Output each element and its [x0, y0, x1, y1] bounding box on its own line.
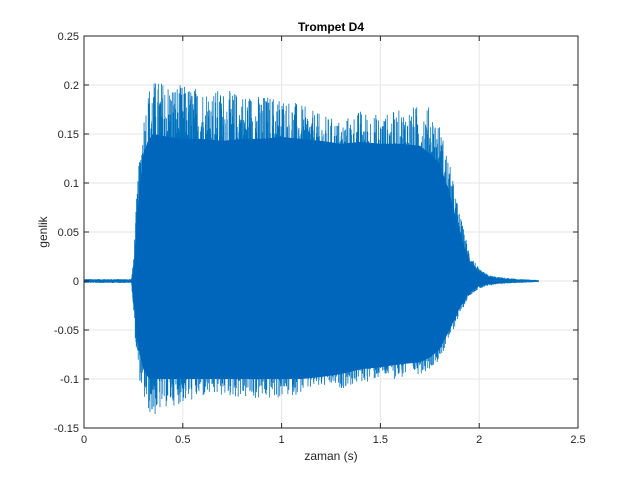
y-tick-label: -0.1	[60, 374, 79, 386]
y-tick-label: 0	[73, 276, 79, 288]
x-tick-label: 0.5	[175, 434, 190, 446]
waveform-series	[83, 83, 539, 415]
y-tick-label: 0.1	[64, 178, 79, 190]
x-tick-label: 0	[81, 434, 87, 446]
y-tick-label: -0.05	[54, 325, 79, 337]
waveform-core	[84, 134, 539, 379]
y-tick-label: 0.05	[58, 227, 79, 239]
y-tick-label: -0.15	[54, 423, 79, 435]
y-tick-label: 0.25	[58, 31, 79, 43]
axis-ticks: 0 0.5 1 1.5 2 2.5 -0.15 -0.1 -0.05 0 0.05 0.1 0.15 0.…	[54, 31, 586, 446]
y-axis-label: genlik	[36, 215, 50, 247]
x-axis-label: zaman (s)	[304, 449, 357, 463]
x-tick-label: 1	[279, 434, 285, 446]
x-tick-label: 1.5	[373, 434, 388, 446]
y-tick-label: 0.15	[58, 129, 79, 141]
x-tick-label: 2	[476, 434, 482, 446]
y-tick-label: 0.2	[64, 80, 79, 92]
chart-title: Trompet D4	[298, 20, 364, 34]
x-tick-label: 2.5	[570, 434, 585, 446]
